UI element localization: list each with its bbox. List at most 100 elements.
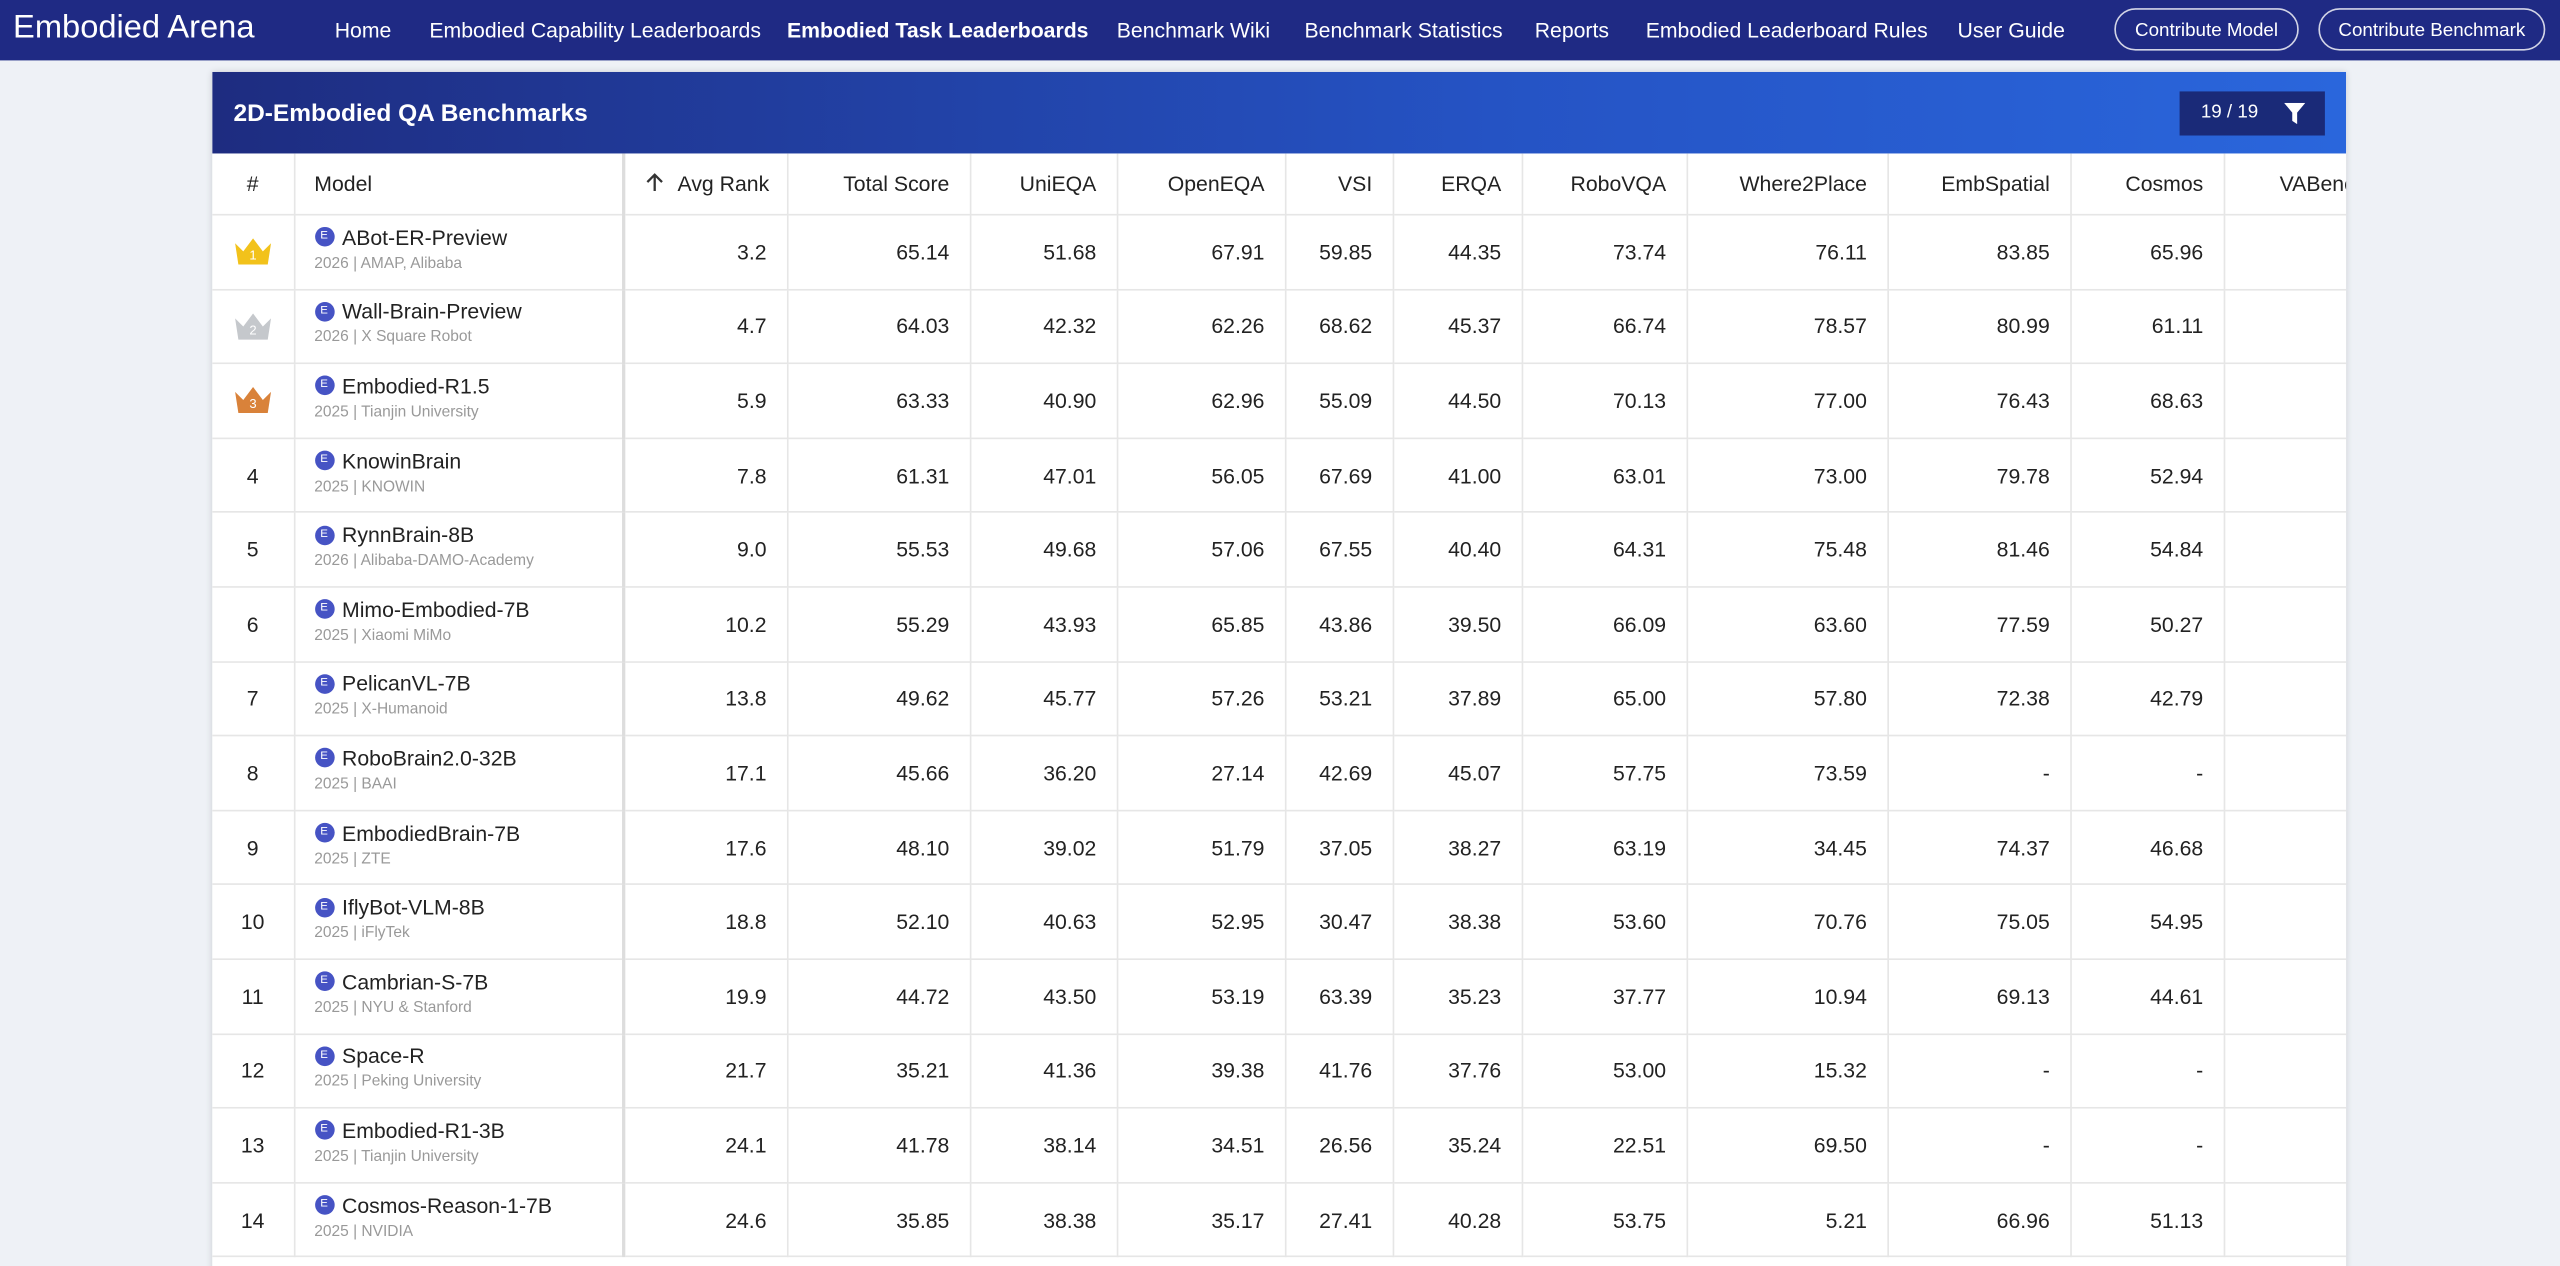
column-header[interactable]: Where2Place — [1686, 153, 1889, 216]
table-row[interactable]: 14 E Cosmos-Reason-1-7B 2025 | NVIDIA 24.6 35… — [212, 1182, 2347, 1258]
score: 34.51 — [1211, 1132, 1265, 1158]
score-cell: 67.91 — [1116, 214, 1286, 290]
model-name-text[interactable]: KnowinBrain — [342, 448, 462, 473]
model-name-text[interactable]: EmbodiedBrain-7B — [342, 820, 521, 845]
model-name-text[interactable]: IflyBot-VLM-8B — [342, 894, 485, 920]
nav-link[interactable]: User Guide — [1957, 17, 2065, 43]
score: 42.79 — [2150, 686, 2204, 711]
nav-link[interactable]: Embodied Capability Leaderboards — [429, 17, 761, 43]
table-row[interactable]: 12 E Space-R 2025 | Peking University 21.7 35… — [212, 1033, 2347, 1109]
model-name-text[interactable]: ABot-ER-Preview — [342, 224, 508, 250]
score-cell: 57.26 — [1116, 661, 1286, 737]
rank-number: 3 — [249, 397, 256, 412]
score-cell: 43.86 — [1284, 586, 1394, 663]
score: 69.13 — [1996, 984, 2050, 1009]
score: 79.78 — [1996, 462, 2050, 488]
rank-cell: 2 — [212, 289, 295, 365]
score-cell: 54.95 — [2070, 884, 2225, 960]
score-cell: 65.85 — [1116, 586, 1286, 663]
nav-link[interactable]: Benchmark Wiki — [1116, 17, 1271, 43]
table-row[interactable]: 5 E RynnBrain-8B 2026 | Alibaba-DAMO-Academ… — [212, 512, 2347, 588]
model-name-text[interactable]: Mimo-Embodied-7B — [342, 597, 530, 622]
column-header[interactable]: Avg Rank — [623, 153, 788, 216]
score-cell: 41.76 — [1284, 1033, 1394, 1109]
nav-link[interactable]: Embodied Task Leaderboards — [786, 17, 1089, 43]
brand[interactable]: Embodied Arena — [13, 9, 255, 46]
filter-button[interactable]: 19 / 19 — [2179, 91, 2325, 136]
score-cell: 66.96 — [1887, 1182, 2072, 1258]
leaderboard-panel: 2D-Embodied QA Benchmarks 19 / 19 # Model… — [212, 71, 2347, 1266]
score: 37.05 — [1319, 835, 1373, 860]
score-cell — [2223, 1033, 2347, 1109]
score: 40.90 — [1043, 388, 1097, 414]
score-cell: 49.62 — [786, 661, 971, 737]
score-cell — [2223, 810, 2347, 886]
nav-link[interactable]: Benchmark Statistics — [1304, 17, 1503, 43]
model-name-text[interactable]: Wall-Brain-Preview — [342, 299, 522, 324]
nav-link[interactable]: Reports — [1534, 17, 1610, 43]
table-row[interactable]: 3 E Embodied-R1.5 2025 | Tianjin University… — [212, 363, 2347, 439]
model-badge: E — [314, 822, 334, 843]
column-header[interactable]: VSI — [1284, 153, 1394, 216]
column-header[interactable]: OpenEQA — [1116, 153, 1286, 216]
contribute-model-button[interactable]: Contribute Model — [2114, 8, 2299, 51]
score-cell: 30.47 — [1284, 884, 1394, 960]
score: 66.09 — [1612, 611, 1667, 637]
score: 57.06 — [1211, 537, 1265, 562]
column-header[interactable]: RoboVQA — [1521, 153, 1688, 216]
model-name-text[interactable]: Cambrian-S-7B — [342, 969, 489, 994]
score: 39.02 — [1043, 835, 1097, 860]
table-row[interactable]: 2 E Wall-Brain-Preview 2026 | X Square Robo… — [212, 289, 2347, 365]
model-name-text[interactable]: Embodied-R1-3B — [342, 1118, 505, 1143]
score: 51.79 — [1211, 835, 1265, 860]
table-row[interactable]: 6 E Mimo-Embodied-7B 2025 | Xiaomi MiMo 10.2… — [212, 586, 2347, 663]
score-cell — [2223, 1107, 2347, 1184]
score-cell: 37.76 — [1392, 1033, 1523, 1109]
column-header[interactable]: Total Score — [786, 153, 971, 216]
model-name: E EmbodiedBrain-7B — [314, 820, 602, 845]
column-header[interactable]: ERQA — [1392, 153, 1523, 216]
column-header[interactable]: VABench — [2223, 153, 2347, 216]
score-cell: 5.9 — [623, 363, 788, 439]
table-row[interactable]: 8 E RoboBrain2.0-32B 2025 | BAAI 17.1 45.66 36… — [212, 735, 2347, 812]
score: 21.7 — [725, 1058, 767, 1083]
model-cell: E Mimo-Embodied-7B 2025 | Xiaomi MiMo — [293, 586, 626, 663]
model-name-text[interactable]: RoboBrain2.0-32B — [342, 746, 517, 771]
table-row[interactable]: 4 E KnowinBrain 2025 | KNOWIN 7.8 61.31 47.01 5… — [212, 438, 2347, 514]
score-cell: 40.28 — [1392, 1182, 1523, 1258]
score-cell: 40.90 — [969, 363, 1118, 439]
rank-cell: 14 — [212, 1182, 295, 1258]
table-row[interactable]: 1 E ABot-ER-Preview 2026 | AMAP, Alibaba 3.2… — [212, 214, 2347, 290]
model-name-text[interactable]: Space-R — [342, 1043, 425, 1069]
table-row[interactable]: 9 E EmbodiedBrain-7B 2025 | ZTE 17.6 48.10 39.… — [212, 810, 2347, 886]
contribute-benchmark-button[interactable]: Contribute Benchmark — [2318, 8, 2546, 51]
table-row[interactable]: 13 E Embodied-R1-3B 2025 | Tianjin Universi… — [212, 1107, 2347, 1184]
model-name: E RoboBrain2.0-32B — [314, 746, 602, 771]
model-name: E KnowinBrain — [314, 448, 602, 473]
table-row[interactable]: 10 E IflyBot-VLM-8B 2025 | iFlyTek 18.8 52.10… — [212, 884, 2347, 960]
score: 56.05 — [1211, 462, 1265, 488]
score-cell: 41.78 — [786, 1107, 971, 1184]
score: 66.96 — [1996, 1207, 2050, 1232]
score: 64.03 — [896, 314, 950, 339]
score-cell: 37.77 — [1521, 959, 1688, 1035]
score-cell: 45.77 — [969, 661, 1118, 737]
score-cell: 42.69 — [1284, 735, 1394, 812]
model-name-text[interactable]: Cosmos-Reason-1-7B — [342, 1192, 553, 1218]
column-header[interactable]: EmbSpatial — [1887, 153, 2072, 216]
model-name-text[interactable]: Embodied-R1.5 — [342, 373, 490, 399]
nav-link[interactable]: Embodied Leaderboard Rules — [1645, 17, 1928, 43]
table-row[interactable]: 7 E PelicanVL-7B 2025 | X-Humanoid 13.8 49.62… — [212, 661, 2347, 737]
nav-link[interactable]: Home — [334, 17, 392, 43]
score-cell: 52.94 — [2070, 438, 2225, 514]
model-name-text[interactable]: PelicanVL-7B — [342, 671, 471, 697]
model-cell: E Space-R 2025 | Peking University — [293, 1033, 626, 1109]
model-name-text[interactable]: RynnBrain-8B — [342, 522, 475, 548]
score-cell: 75.48 — [1686, 512, 1889, 588]
column-header[interactable]: UniEQA — [969, 153, 1118, 216]
score: - — [2042, 1132, 2050, 1158]
column-header[interactable]: Cosmos — [2070, 153, 2225, 216]
score: 35.17 — [1211, 1207, 1265, 1232]
score: 45.66 — [896, 760, 950, 786]
table-row[interactable]: 11 E Cambrian-S-7B 2025 | NYU & Stanford 19.… — [212, 959, 2347, 1035]
